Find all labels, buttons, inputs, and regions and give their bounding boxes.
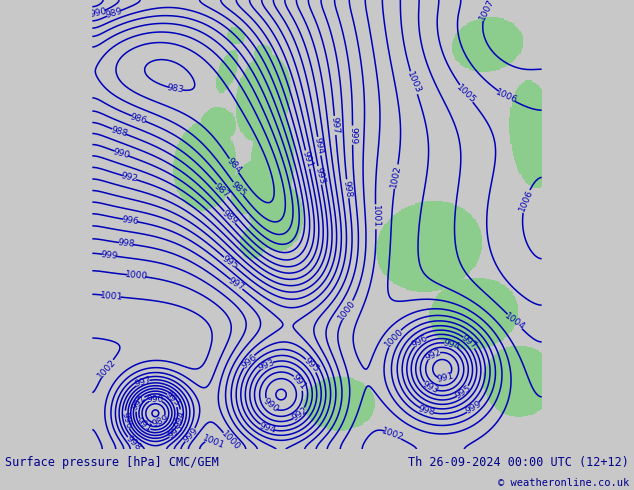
Text: 984: 984 xyxy=(225,156,243,175)
Text: 1000: 1000 xyxy=(219,429,242,452)
Text: 997: 997 xyxy=(227,276,246,293)
Text: 992: 992 xyxy=(424,347,443,363)
Text: 995: 995 xyxy=(453,384,472,400)
Text: 993: 993 xyxy=(164,390,182,409)
Text: 995: 995 xyxy=(220,254,240,270)
Text: 999: 999 xyxy=(463,400,482,416)
Text: 989: 989 xyxy=(220,208,239,226)
Text: 986: 986 xyxy=(129,112,148,125)
Text: 996: 996 xyxy=(119,411,133,430)
Text: 1002: 1002 xyxy=(381,427,405,442)
Text: 997: 997 xyxy=(460,334,479,351)
Text: 1006: 1006 xyxy=(495,88,519,105)
Text: 999: 999 xyxy=(181,426,200,444)
Text: 1007: 1007 xyxy=(478,0,496,22)
Text: 1001: 1001 xyxy=(100,291,123,301)
Text: 1004: 1004 xyxy=(503,311,527,332)
Text: Th 26-09-2024 00:00 UTC (12+12): Th 26-09-2024 00:00 UTC (12+12) xyxy=(408,456,629,469)
Text: 993: 993 xyxy=(257,358,276,373)
Text: 998: 998 xyxy=(124,434,143,452)
Text: Surface pressure [hPa] CMC/GEM: Surface pressure [hPa] CMC/GEM xyxy=(5,456,219,469)
Text: 999: 999 xyxy=(348,126,357,144)
Text: 996: 996 xyxy=(121,215,139,226)
Text: 1002: 1002 xyxy=(96,357,118,380)
Text: © weatheronline.co.uk: © weatheronline.co.uk xyxy=(498,478,629,488)
Text: 996: 996 xyxy=(410,334,430,350)
Text: 992: 992 xyxy=(130,393,148,413)
Text: 1005: 1005 xyxy=(455,82,477,105)
Text: 1001: 1001 xyxy=(371,205,380,228)
Text: 989: 989 xyxy=(150,414,170,429)
Text: 998: 998 xyxy=(342,179,354,198)
Text: 1001: 1001 xyxy=(202,433,226,450)
Text: 983: 983 xyxy=(167,83,185,95)
Text: 992: 992 xyxy=(290,405,309,423)
Text: 991: 991 xyxy=(290,373,308,392)
Text: 990: 990 xyxy=(112,147,131,160)
Text: 988: 988 xyxy=(110,125,129,138)
Text: 990: 990 xyxy=(89,7,107,19)
Text: 992: 992 xyxy=(120,172,139,184)
Text: 994: 994 xyxy=(313,137,326,155)
Text: 993: 993 xyxy=(313,166,327,185)
Text: 997: 997 xyxy=(330,116,340,134)
Text: 990: 990 xyxy=(147,395,164,404)
Text: 1000: 1000 xyxy=(383,327,405,349)
Text: 991: 991 xyxy=(436,372,454,384)
Text: 994: 994 xyxy=(257,421,276,435)
Text: 994: 994 xyxy=(173,409,186,428)
Text: 999: 999 xyxy=(100,250,119,261)
Text: 998: 998 xyxy=(417,404,436,417)
Text: 1000: 1000 xyxy=(124,270,148,281)
Text: 996: 996 xyxy=(240,352,259,370)
Text: 1003: 1003 xyxy=(405,71,422,95)
Text: 985: 985 xyxy=(229,179,248,198)
Text: 991: 991 xyxy=(301,150,314,169)
Text: 994: 994 xyxy=(442,338,461,351)
Text: 989: 989 xyxy=(104,7,123,20)
Text: 990: 990 xyxy=(261,397,280,415)
Text: 997: 997 xyxy=(133,375,152,389)
Text: 993: 993 xyxy=(420,379,440,395)
Text: 1000: 1000 xyxy=(337,298,358,322)
Text: 995: 995 xyxy=(165,423,185,441)
Text: 995: 995 xyxy=(302,356,321,374)
Text: 991: 991 xyxy=(134,416,154,434)
Text: 998: 998 xyxy=(117,238,135,249)
Text: 987: 987 xyxy=(212,181,231,199)
Text: 1002: 1002 xyxy=(389,165,403,189)
Text: 1006: 1006 xyxy=(517,189,534,213)
